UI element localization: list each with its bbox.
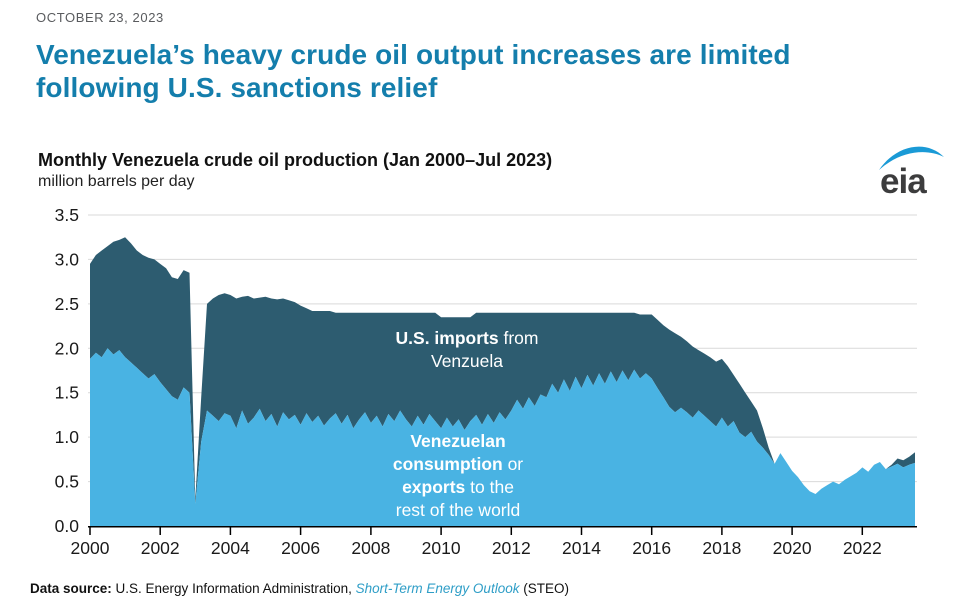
- annotation-us-imports-line2: Venzuela: [430, 351, 503, 371]
- annotation-consumption-line1-bold: Venezuelan: [410, 431, 506, 451]
- x-label-2010: 2010: [422, 538, 461, 558]
- y-label-0: 0.0: [55, 516, 80, 536]
- chart-title: Monthly Venezuela crude oil production (…: [38, 150, 553, 170]
- y-label-2: 2.0: [55, 338, 80, 358]
- x-label-2014: 2014: [562, 538, 601, 558]
- data-source-text: U.S. Energy Information Administration,: [111, 581, 356, 596]
- y-label-1.5: 1.5: [55, 383, 79, 403]
- area-venezuelan-consumption: [90, 348, 915, 526]
- annotation-consumption-line2-rest: or: [502, 454, 524, 474]
- y-label-3: 3.0: [55, 249, 80, 269]
- annotation-us-imports-bold: U.S. imports: [395, 328, 499, 348]
- annotation-us-imports-line1: U.S. imports from: [337, 327, 597, 350]
- eia-logo: eia: [879, 146, 944, 200]
- x-label-2018: 2018: [702, 538, 741, 558]
- annotation-consumption-line2: consumption or: [328, 453, 588, 476]
- annotation-venezuelan-consumption: Venezuelan consumption or exports to the…: [328, 430, 588, 522]
- eia-logo-swoosh-icon: [879, 146, 944, 170]
- x-label-2006: 2006: [281, 538, 320, 558]
- chart-units-subtitle: million barrels per day: [38, 173, 195, 190]
- area-us-imports: [90, 237, 915, 504]
- annotation-consumption-line4: rest of the world: [395, 500, 521, 520]
- annotation-consumption-line3-rest: to the: [465, 477, 514, 497]
- x-label-2000: 2000: [71, 538, 110, 558]
- y-label-3.5: 3.5: [55, 205, 79, 225]
- x-label-2002: 2002: [141, 538, 180, 558]
- y-label-0.5: 0.5: [55, 472, 79, 492]
- publication-date: OCTOBER 23, 2023: [36, 10, 164, 25]
- x-label-2016: 2016: [632, 538, 671, 558]
- headline-line-2: following U.S. sanctions relief: [36, 72, 438, 103]
- data-source-suffix: (STEO): [519, 581, 569, 596]
- x-label-2004: 2004: [211, 538, 250, 558]
- eia-logo-text: eia: [880, 162, 927, 200]
- x-label-2022: 2022: [843, 538, 882, 558]
- y-label-1: 1.0: [55, 427, 80, 447]
- data-source-label: Data source:: [30, 581, 112, 596]
- annotation-us-imports: U.S. imports from Venzuela: [337, 327, 597, 373]
- x-label-2020: 2020: [773, 538, 812, 558]
- headline-line-1: Venezuela’s heavy crude oil output incre…: [36, 39, 791, 70]
- x-label-2012: 2012: [492, 538, 531, 558]
- annotation-consumption-line3: exports to the: [328, 476, 588, 499]
- annotation-consumption-line3-bold: exports: [402, 477, 466, 497]
- x-label-2008: 2008: [351, 538, 390, 558]
- annotation-consumption-line2-bold: consumption: [392, 454, 503, 474]
- y-label-2.5: 2.5: [55, 294, 79, 314]
- headline: Venezuela’s heavy crude oil output incre…: [36, 38, 791, 104]
- annotation-consumption-line1: Venezuelan: [328, 430, 588, 453]
- annotation-us-imports-rest: from: [498, 328, 539, 348]
- data-source-note: Data source: U.S. Energy Information Adm…: [30, 581, 569, 596]
- steo-link[interactable]: Short-Term Energy Outlook: [355, 581, 520, 596]
